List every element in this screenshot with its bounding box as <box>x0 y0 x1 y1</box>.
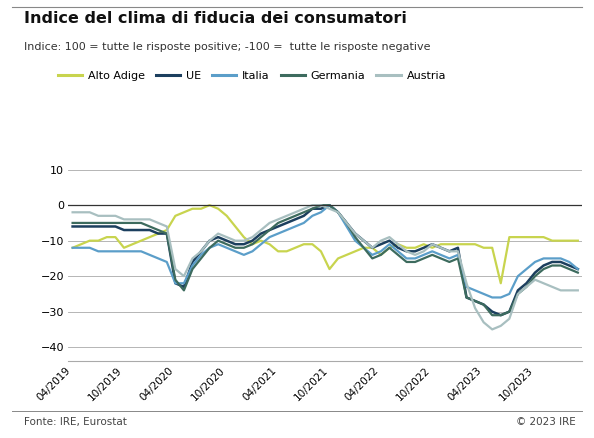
Text: © 2023 IRE: © 2023 IRE <box>516 417 576 427</box>
Text: Fonte: IRE, Eurostat: Fonte: IRE, Eurostat <box>24 417 127 427</box>
Legend: Alto Adige, UE, Italia, Germania, Austria: Alto Adige, UE, Italia, Germania, Austri… <box>53 67 450 86</box>
Text: Indice: 100 = tutte le risposte positive; -100 =  tutte le risposte negative: Indice: 100 = tutte le risposte positive… <box>24 42 430 52</box>
Text: Indice del clima di fiducia dei consumatori: Indice del clima di fiducia dei consumat… <box>24 11 407 26</box>
